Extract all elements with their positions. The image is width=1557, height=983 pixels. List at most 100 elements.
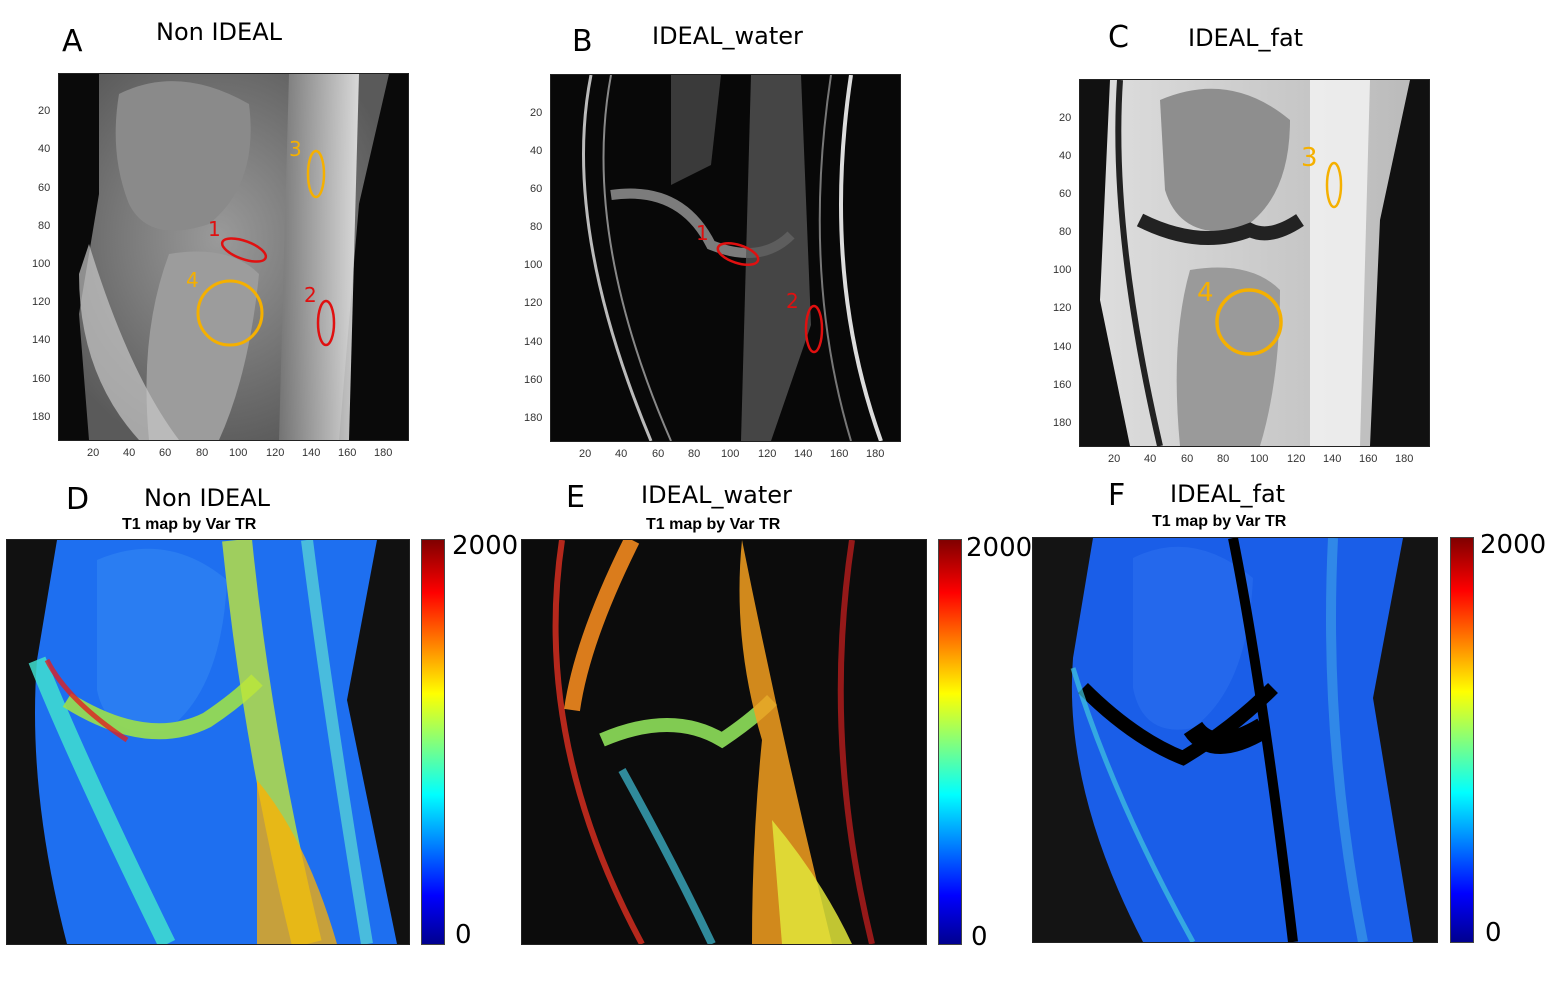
panel-b-ytick: 100 (524, 259, 543, 271)
panel-d-colorbar (421, 539, 445, 945)
panel-c-xtick: 60 (1181, 453, 1194, 465)
panel-c-ytick: 60 (1059, 188, 1072, 200)
panel-a-ytick: 60 (38, 182, 51, 194)
panel-a-xtick: 80 (196, 447, 209, 459)
panel-c-xtick: 100 (1250, 453, 1269, 465)
roi-4-label: 4 (1197, 278, 1214, 308)
panel-b-ytick: 20 (530, 107, 543, 119)
panel-c-xtick: 160 (1359, 453, 1378, 465)
panel-f-t1-map (1032, 537, 1438, 943)
panel-e-letter: E (566, 480, 585, 515)
panel-a-ytick: 20 (38, 105, 51, 117)
panel-c-ytick: 120 (1053, 302, 1072, 314)
panel-c-mri-image (1079, 79, 1430, 447)
panel-d-t1-map (6, 539, 410, 945)
panel-a-ytick: 160 (32, 373, 51, 385)
panel-c-xtick: 20 (1108, 453, 1121, 465)
panel-f-colorbar (1450, 537, 1474, 943)
panel-a-ytick: 140 (32, 334, 51, 346)
panel-c-ytick: 100 (1053, 264, 1072, 276)
panel-b-xtick: 20 (579, 448, 592, 460)
roi-3-ellipse (306, 149, 326, 199)
panel-c-letter: C (1108, 20, 1129, 55)
panel-c-xtick: 40 (1144, 453, 1157, 465)
panel-b-xtick: 100 (721, 448, 740, 460)
panel-c-roi-overlay: 3 4 (1197, 143, 1343, 356)
panel-a-xtick: 20 (87, 447, 100, 459)
panel-a-xtick: 100 (229, 447, 248, 459)
panel-c-xtick: 180 (1395, 453, 1414, 465)
roi-3-label: 3 (289, 137, 302, 161)
panel-a-ytick: 180 (32, 411, 51, 423)
roi-3-ellipse (1325, 161, 1343, 209)
panel-b-xtick: 180 (866, 448, 885, 460)
panel-a-xtick: 120 (266, 447, 285, 459)
panel-b-ytick: 80 (530, 221, 543, 233)
panel-b-roi-overlay: 1 2 (696, 221, 824, 354)
panel-d-title: Non IDEAL (144, 484, 270, 512)
panel-a-ytick: 40 (38, 143, 51, 155)
panel-b-xtick: 60 (652, 448, 665, 460)
panel-e-subtitle: T1 map by Var TR (646, 516, 781, 533)
panel-c-ytick: 80 (1059, 226, 1072, 238)
panel-f-title: IDEAL_fat (1170, 480, 1286, 508)
panel-b-xtick: 160 (830, 448, 849, 460)
roi-4-label: 4 (186, 268, 199, 292)
panel-c-xtick: 120 (1287, 453, 1306, 465)
roi-4-circle (1215, 288, 1283, 356)
panel-a-roi-overlay: 1 2 3 4 (186, 137, 336, 347)
panel-c-ytick: 140 (1053, 341, 1072, 353)
panel-c-ytick: 40 (1059, 150, 1072, 162)
panel-a-ytick: 80 (38, 220, 51, 232)
panel-f-colorbar-max: 2000 (1480, 530, 1547, 560)
panel-b-xtick: 80 (688, 448, 701, 460)
panel-c-ytick: 20 (1059, 112, 1072, 124)
panel-e-t1-map (521, 539, 927, 945)
panel-a-ytick: 120 (32, 296, 51, 308)
panel-c-xtick: 140 (1323, 453, 1342, 465)
roi-1-label: 1 (696, 221, 709, 245)
panel-b-letter: B (572, 24, 593, 59)
roi-2-label: 2 (304, 283, 317, 307)
panel-d-colorbar-max: 2000 (452, 531, 519, 561)
panel-a-mri-image (58, 73, 409, 441)
panel-e-colorbar-max: 2000 (966, 533, 1033, 563)
panel-f-subtitle: T1 map by Var TR (1152, 513, 1287, 530)
panel-a-xtick: 180 (374, 447, 393, 459)
roi-2-label: 2 (786, 289, 799, 313)
panel-a-title: Non IDEAL (156, 18, 282, 46)
panel-b-ytick: 120 (524, 297, 543, 309)
roi-3-label: 3 (1301, 143, 1318, 173)
panel-b-xtick: 120 (758, 448, 777, 460)
panel-a-xtick: 140 (302, 447, 321, 459)
panel-b-ytick: 180 (524, 412, 543, 424)
panel-c-ytick: 160 (1053, 379, 1072, 391)
panel-b-xtick: 40 (615, 448, 628, 460)
roi-2-ellipse (316, 299, 336, 347)
panel-e-title: IDEAL_water (641, 481, 792, 509)
panel-a-xtick: 60 (159, 447, 172, 459)
roi-1-label: 1 (208, 217, 221, 241)
panel-a-letter: A (62, 24, 83, 59)
panel-a-xtick: 160 (338, 447, 357, 459)
panel-f-colorbar-min: 0 (1485, 918, 1502, 948)
panel-b-ytick: 160 (524, 374, 543, 386)
panel-f-letter: F (1108, 478, 1126, 513)
panel-a-ytick: 100 (32, 258, 51, 270)
panel-a-xtick: 40 (123, 447, 136, 459)
roi-2-ellipse (804, 304, 824, 354)
panel-d-letter: D (66, 482, 90, 517)
panel-b-ytick: 140 (524, 336, 543, 348)
panel-e-colorbar (938, 539, 962, 945)
panel-c-ytick: 180 (1053, 417, 1072, 429)
panel-c-xtick: 80 (1217, 453, 1230, 465)
panel-d-colorbar-min: 0 (455, 920, 472, 950)
panel-d-subtitle: T1 map by Var TR (122, 516, 257, 533)
roi-1-ellipse (716, 242, 760, 266)
panel-e-colorbar-min: 0 (971, 922, 988, 952)
panel-b-title: IDEAL_water (652, 22, 803, 50)
panel-b-xtick: 140 (794, 448, 813, 460)
roi-1-ellipse (220, 237, 268, 263)
panel-b-ytick: 40 (530, 145, 543, 157)
panel-b-ytick: 60 (530, 183, 543, 195)
